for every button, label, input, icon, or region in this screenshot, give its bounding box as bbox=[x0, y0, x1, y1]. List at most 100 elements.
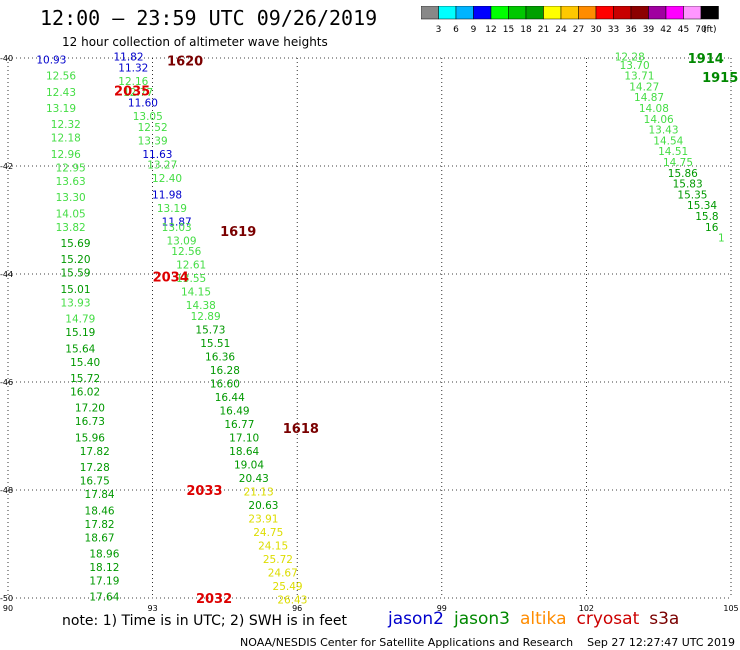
wave-height-label: 19.04 bbox=[234, 459, 264, 471]
time-label: 2034 bbox=[153, 271, 189, 286]
satellite-name: cryosat bbox=[576, 609, 640, 629]
legend-label: 18 bbox=[520, 25, 532, 35]
satellite-name: s3a bbox=[649, 609, 680, 629]
wave-height-label: 14.05 bbox=[56, 208, 86, 220]
wave-height-label: 12.16 bbox=[118, 76, 148, 88]
wave-height-label: 20.43 bbox=[239, 473, 269, 485]
color-legend: 3 6 9 12 15 18 21 24 27 30 33 36 39 42 45 70(ft) bbox=[421, 6, 719, 35]
wave-height-label: 15.35 bbox=[677, 189, 707, 201]
wave-height-label: 13.03 bbox=[162, 222, 192, 234]
wave-height-label: 18.96 bbox=[89, 549, 119, 561]
wave-height-label: 13.82 bbox=[56, 222, 86, 234]
wave-height-label: 18.12 bbox=[89, 562, 119, 574]
legend-label: 42 bbox=[660, 25, 671, 35]
wave-height-label: 14.06 bbox=[644, 114, 674, 126]
footer-credit: NOAA/NESDIS Center for Satellite Applica… bbox=[240, 636, 736, 649]
wave-height-label: 11.87 bbox=[162, 216, 192, 228]
wave-height-label: 15.01 bbox=[60, 284, 90, 296]
wave-height-label: 12.96 bbox=[51, 149, 81, 161]
wave-height-label: 13.93 bbox=[60, 297, 90, 309]
wave-height-label: 26.43 bbox=[277, 594, 307, 606]
wave-height-label: 18.46 bbox=[85, 505, 115, 517]
y-tick-label: -50 bbox=[0, 594, 13, 603]
wave-height-label: 15.20 bbox=[60, 254, 90, 266]
time-label: 1915 bbox=[702, 71, 738, 86]
legend-label: 9 bbox=[471, 25, 477, 35]
wave-height-label: 11.60 bbox=[128, 98, 158, 110]
wave-height-label: 14.87 bbox=[634, 92, 664, 104]
wave-height-label: 15.51 bbox=[200, 338, 230, 350]
wave-height-label: 15.83 bbox=[673, 179, 703, 191]
legend-label: 3 bbox=[436, 25, 442, 35]
wave-height-label: 13.63 bbox=[56, 176, 86, 188]
wave-height-label: 12.56 bbox=[46, 71, 76, 83]
wave-height-label: 16.28 bbox=[210, 365, 240, 377]
satellite-name: altika bbox=[520, 609, 567, 629]
y-tick-label: -46 bbox=[0, 378, 13, 387]
wave-height-label: 17.20 bbox=[75, 403, 105, 415]
wave-height-label: 11.82 bbox=[113, 52, 143, 64]
legend-label: 24 bbox=[555, 25, 567, 35]
satellite-name: jason2 bbox=[388, 609, 444, 629]
wave-height-label: 12.95 bbox=[56, 162, 86, 174]
x-tick-label: 90 bbox=[3, 604, 13, 613]
wave-height-label: 15.64 bbox=[65, 343, 95, 355]
wave-height-label: 1 bbox=[718, 233, 725, 245]
wave-height-label: 14.15 bbox=[181, 287, 211, 299]
wave-height-label: 15.69 bbox=[60, 238, 90, 250]
time-label: 2033 bbox=[186, 484, 222, 499]
wave-height-label: 14.54 bbox=[653, 135, 683, 147]
wave-height-label: 10.93 bbox=[36, 54, 66, 66]
wave-height-label: 14.27 bbox=[629, 81, 659, 93]
y-tick-label: -44 bbox=[0, 270, 13, 279]
y-tick-label: -48 bbox=[0, 486, 13, 495]
wave-height-label: 12.56 bbox=[171, 246, 201, 258]
x-tick-label: 105 bbox=[723, 604, 738, 613]
wave-height-label: 12.77 bbox=[123, 87, 153, 99]
wave-height-label: 13.27 bbox=[147, 160, 177, 172]
legend-label: 27 bbox=[573, 25, 584, 35]
wave-height-label: 14.38 bbox=[186, 300, 216, 312]
legend-label: 39 bbox=[643, 25, 655, 35]
wave-height-label: 16.49 bbox=[220, 405, 250, 417]
wave-height-label: 17.10 bbox=[229, 432, 259, 444]
time-label: 1618 bbox=[283, 422, 319, 437]
wave-height-label: 16.02 bbox=[70, 387, 100, 399]
wave-height-label: 16.75 bbox=[80, 476, 110, 488]
wave-height-label: 13.19 bbox=[157, 203, 187, 215]
wave-height-label: 15.86 bbox=[668, 168, 698, 180]
wave-height-label: 13.71 bbox=[624, 71, 654, 83]
wave-height-label: 16.77 bbox=[224, 419, 254, 431]
wave-height-label: 12.52 bbox=[138, 122, 168, 134]
wave-height-label: 21.13 bbox=[244, 486, 274, 498]
legend-label: 30 bbox=[590, 25, 602, 35]
legend-label: 15 bbox=[503, 25, 514, 35]
wave-height-label: 24.15 bbox=[258, 540, 288, 552]
wave-height-label: 11.32 bbox=[118, 63, 148, 75]
wave-height-label: 14.51 bbox=[658, 146, 688, 158]
wave-height-label: 12.28 bbox=[615, 52, 645, 64]
chart-subtitle: 12 hour collection of altimeter wave hei… bbox=[62, 35, 328, 49]
legend-unit: (ft) bbox=[703, 25, 717, 35]
wave-height-label: 17.28 bbox=[80, 462, 110, 474]
footer-note: note: 1) Time is in UTC; 2) SWH is in fe… bbox=[62, 613, 348, 629]
legend-label: 6 bbox=[453, 25, 459, 35]
wave-height-label: 15.73 bbox=[195, 324, 225, 336]
wave-height-label: 16.60 bbox=[210, 378, 240, 390]
wave-height-label: 17.19 bbox=[89, 576, 119, 588]
legend-swatch bbox=[700, 6, 719, 20]
wave-height-label: 13.55 bbox=[176, 273, 206, 285]
wave-height-label: 13.39 bbox=[138, 135, 168, 147]
wave-height-label: 14.75 bbox=[663, 157, 693, 169]
satellite-legend: jason2 jason3 altika cryosat s3a bbox=[388, 609, 689, 629]
wave-height-label: 16 bbox=[705, 222, 719, 234]
satellite-name: jason3 bbox=[454, 609, 510, 629]
wave-height-label: 13.30 bbox=[56, 192, 86, 204]
wave-height-label: 17.64 bbox=[89, 592, 119, 604]
x-tick-label: 99 bbox=[437, 604, 447, 613]
wave-height-label: 13.19 bbox=[46, 103, 76, 115]
wave-height-label: 23.91 bbox=[248, 513, 278, 525]
wave-height-label: 12.43 bbox=[46, 87, 76, 99]
wave-height-label: 13.05 bbox=[133, 111, 163, 123]
